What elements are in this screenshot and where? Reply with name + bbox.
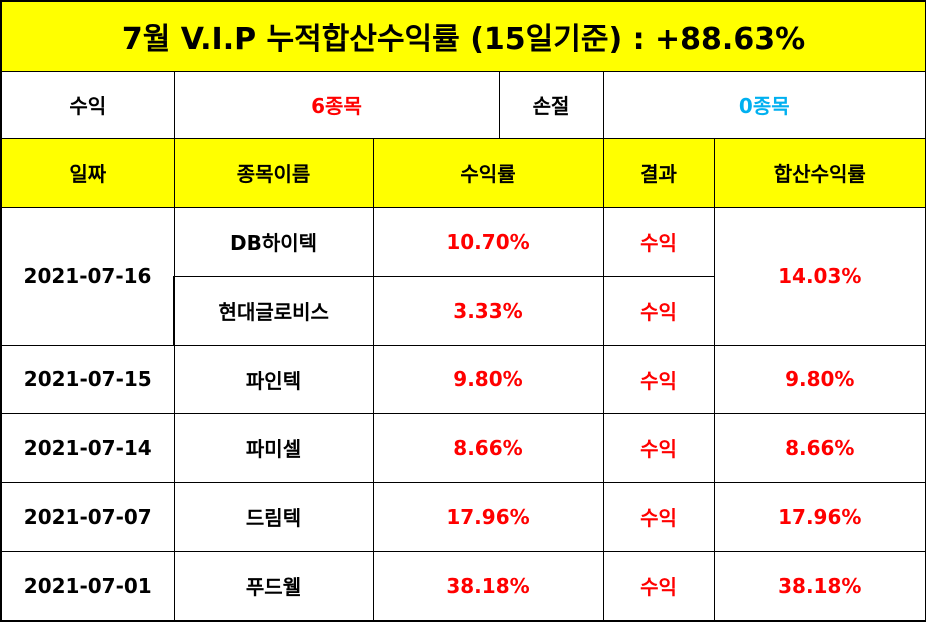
date-cell: 2021-07-15 [0,344,175,414]
title-row: 7월 V.I.P 누적합산수익률 (15일기준) : +88.63% [0,0,926,72]
rate-cell: 17.96% [372,481,604,552]
rate-cell: 3.33% [372,275,604,346]
date-cell: 2021-07-14 [0,412,175,483]
rate-cell: 8.66% [372,412,604,483]
header-combined: 합산수익률 [713,137,926,208]
result-cell: 수익 [602,550,715,622]
summary-row: 수익 6종목 손절 0종목 [0,70,926,139]
header-result: 결과 [602,137,715,208]
header-date: 일짜 [0,137,175,208]
profit-count: 6종목 [173,70,500,139]
rate-cell: 9.80% [372,344,604,414]
table-row: 2021-07-07 드림텍 17.96% 수익 17.96% [0,481,926,552]
rate-cell: 38.18% [372,550,604,622]
result-cell: 수익 [602,275,715,346]
header-name: 종목이름 [173,137,374,208]
result-cell: 수익 [602,412,715,483]
table-row: 2021-07-16 DB하이텍 10.70% 수익 14.03% [0,206,926,346]
loss-label: 손절 [498,70,604,139]
table-row: 2021-07-01 푸드웰 38.18% 수익 38.18% [0,550,926,622]
combined-cell: 17.96% [713,481,926,552]
stock-name-cell: 파미셀 [173,412,374,483]
result-cell: 수익 [602,481,715,552]
stock-name-cell: 푸드웰 [173,550,374,622]
table-row: 2021-07-14 파미셀 8.66% 수익 8.66% [0,412,926,483]
profit-label: 수익 [0,70,175,139]
loss-count: 0종목 [602,70,926,139]
result-cell: 수익 [602,344,715,414]
rate-cell: 10.70% [372,206,604,277]
stock-name-cell: 현대글로비스 [173,275,374,346]
date-cell: 2021-07-16 [0,206,175,346]
result-cell: 수익 [602,206,715,277]
table-row: 2021-07-15 파인텍 9.80% 수익 9.80% [0,344,926,414]
combined-cell: 14.03% [713,206,926,346]
header-rate: 수익률 [372,137,604,208]
stock-name-cell: 드림텍 [173,481,374,552]
page-title: 7월 V.I.P 누적합산수익률 (15일기준) : +88.63% [0,0,926,72]
date-cell: 2021-07-07 [0,481,175,552]
stock-name-cell: DB하이텍 [173,206,374,277]
stock-name-cell: 파인텍 [173,344,374,414]
table-row: 현대글로비스 3.33% 수익 [1,275,926,346]
combined-cell: 9.80% [713,344,926,414]
date-cell: 2021-07-01 [0,550,175,622]
header-row: 일짜 종목이름 수익률 결과 합산수익률 [0,137,926,208]
combined-cell: 8.66% [713,412,926,483]
combined-cell: 38.18% [713,550,926,622]
